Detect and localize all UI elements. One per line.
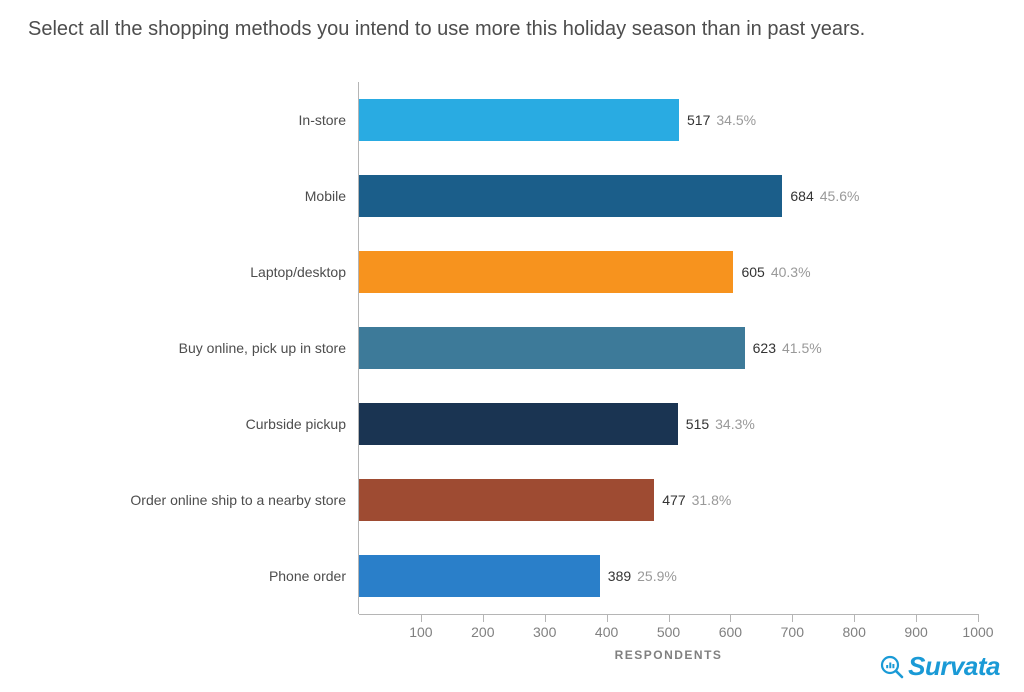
y-axis-label: Order online ship to a nearby store (130, 492, 346, 508)
x-tick-label: 100 (409, 624, 432, 640)
x-tick-label: 700 (781, 624, 804, 640)
y-axis-label: Mobile (305, 188, 346, 204)
x-tick-label: 900 (904, 624, 927, 640)
plot: In-store Mobile Laptop/desktop Buy online, … (28, 82, 996, 614)
x-tick-label: 300 (533, 624, 556, 640)
y-axis-label: In-store (299, 112, 346, 128)
y-axis-label: Curbside pickup (246, 416, 346, 432)
magnifier-chart-icon (880, 655, 904, 679)
chart-container: { "title": "Select all the shopping meth… (0, 0, 1024, 692)
chart: In-store Mobile Laptop/desktop Buy online, … (28, 82, 996, 614)
x-tick-label: 800 (843, 624, 866, 640)
chart-title: Select all the shopping methods you inte… (28, 18, 988, 40)
x-tick-label: 500 (657, 624, 680, 640)
y-axis-label: Buy online, pick up in store (179, 340, 346, 356)
x-tick-label: 1000 (962, 624, 993, 640)
brand-logo: Survata (880, 651, 1000, 682)
plot-area: 51734.5%68445.6%60540.3%62341.5%51534.3%… (358, 82, 978, 614)
x-tick-label: 400 (595, 624, 618, 640)
brand-name: Survata (908, 651, 1000, 682)
y-axis-label: Laptop/desktop (250, 264, 346, 280)
y-axis-label: Phone order (269, 568, 346, 584)
x-axis-title: RESPONDENTS (615, 648, 723, 662)
gridlines (359, 82, 978, 614)
x-tick-mark (978, 614, 979, 622)
x-tick-label: 200 (471, 624, 494, 640)
x-tick-label: 600 (719, 624, 742, 640)
